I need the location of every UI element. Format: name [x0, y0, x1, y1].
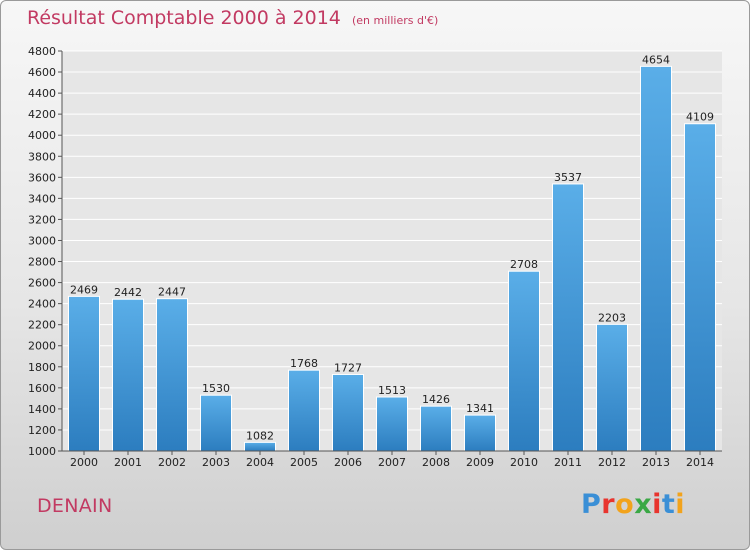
y-tick-label: 1400 [28, 403, 56, 416]
value-label: 1082 [246, 429, 274, 442]
brand-letter: i [652, 489, 662, 520]
value-label: 1341 [466, 402, 494, 415]
y-tick-label: 2400 [28, 298, 56, 311]
bar [640, 65, 672, 452]
y-tick-label: 3000 [28, 234, 56, 247]
brand-letter: r [601, 489, 616, 520]
brand-letter: P [581, 489, 602, 520]
y-tick-label: 3800 [28, 150, 56, 163]
value-label: 2469 [70, 283, 98, 296]
bar [68, 295, 100, 452]
bar [596, 323, 628, 452]
bars [68, 65, 716, 452]
bar [288, 369, 320, 452]
y-tick-label: 2600 [28, 277, 56, 290]
value-label: 1513 [378, 384, 406, 397]
y-axis: 1000 1200 1400 1600 1800 2000 2200 2400 2600 2800… [28, 45, 63, 458]
chart-subtitle: (en milliers d'€) [351, 14, 439, 27]
y-tick-label: 2000 [28, 340, 56, 353]
value-label: 2708 [510, 258, 538, 271]
chart-title: Résultat Comptable 2000 à 2014 [27, 7, 341, 29]
bar [464, 414, 496, 452]
x-tick-label: 2014 [686, 456, 714, 469]
x-tick-label: 2002 [158, 456, 186, 469]
y-tick-label: 2800 [28, 256, 56, 269]
place-name: DENAIN [37, 495, 113, 517]
x-tick-label: 2010 [510, 456, 538, 469]
bar [244, 441, 276, 452]
y-tick-label: 1800 [28, 361, 56, 374]
y-tick-label: 1600 [28, 382, 56, 395]
x-tick-label: 2004 [246, 456, 274, 469]
bar [332, 373, 364, 452]
y-tick-label: 4000 [28, 129, 56, 142]
y-tick-label: 4800 [28, 45, 56, 58]
value-label: 2203 [598, 311, 626, 324]
x-tick-label: 2009 [466, 456, 494, 469]
x-tick-label: 2006 [334, 456, 362, 469]
value-label: 1530 [202, 382, 230, 395]
x-tick-label: 2005 [290, 456, 318, 469]
y-tick-label: 4600 [28, 66, 56, 79]
y-tick-label: 1000 [28, 445, 56, 458]
y-tick-label: 2200 [28, 319, 56, 332]
bar [508, 270, 540, 452]
x-tick-label: 2011 [554, 456, 582, 469]
y-tick-label: 4200 [28, 108, 56, 121]
brand-letter: i [675, 489, 686, 520]
value-label: 1727 [334, 361, 362, 374]
y-tick-label: 3200 [28, 213, 56, 226]
x-tick-label: 2000 [70, 456, 98, 469]
bar [684, 123, 716, 452]
x-tick-label: 2001 [114, 456, 142, 469]
y-tick-label: 3600 [28, 171, 56, 184]
value-label: 2447 [158, 286, 186, 299]
title-block: Résultat Comptable 2000 à 2014 (en milli… [27, 7, 438, 29]
y-tick-label: 3400 [28, 192, 56, 205]
y-tick-label: 1200 [28, 424, 56, 437]
bar [552, 183, 584, 452]
value-label: 4109 [686, 111, 714, 124]
value-label: 3537 [554, 171, 582, 184]
x-tick-label: 2013 [642, 456, 670, 469]
bar [200, 394, 232, 452]
value-label: 4654 [642, 53, 670, 66]
value-label: 2442 [114, 286, 142, 299]
value-label: 1768 [290, 357, 318, 370]
brand-letter: t [661, 489, 676, 520]
bar [156, 298, 188, 452]
bar [112, 298, 144, 452]
x-tick-label: 2012 [598, 456, 626, 469]
brand-letter: o [615, 489, 635, 520]
y-tick-label: 4400 [28, 87, 56, 100]
x-tick-label: 2003 [202, 456, 230, 469]
brand-logo: Proxiti [581, 489, 685, 520]
value-label: 1426 [422, 393, 450, 406]
x-tick-label: 2007 [378, 456, 406, 469]
bar [376, 396, 408, 452]
value-labels: 2469 2442 2447 1530 1082 1768 1727 1513 1426 1341… [70, 53, 714, 442]
x-axis: 2000 2001 2002 2003 2004 2005 2006 2007 2008 2009… [62, 450, 722, 469]
x-tick-label: 2008 [422, 456, 450, 469]
bar [420, 405, 452, 452]
brand-letter: x [634, 489, 653, 520]
